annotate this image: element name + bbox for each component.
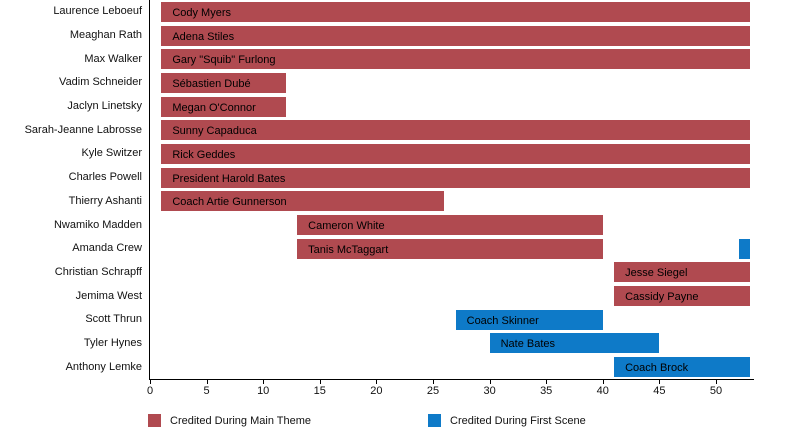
y-axis-label: Jemima West — [75, 289, 142, 302]
x-tick-mark — [716, 380, 717, 384]
bar-main_theme: Megan O'Connor — [161, 96, 286, 117]
bar-label: Megan O'Connor — [172, 101, 256, 114]
x-tick-mark — [433, 380, 434, 384]
bar-main_theme: Cassidy Payne — [614, 286, 750, 307]
y-axis-label: Kyle Switzer — [81, 147, 142, 160]
x-tick-label: 0 — [146, 385, 154, 397]
bar-main_theme: Adena Stiles — [161, 25, 750, 46]
y-axis-label: Scott Thrun — [85, 313, 142, 326]
y-axis-label: Max Walker — [84, 52, 142, 65]
x-tick-mark — [659, 380, 661, 384]
x-tick-mark — [602, 380, 604, 384]
bar-first_scene: Nate Bates — [489, 333, 660, 354]
y-axis-label: Meaghan Rath — [69, 29, 142, 42]
x-tick-label: 45 — [653, 385, 666, 397]
bar-label: Sunny Capaduca — [172, 125, 257, 138]
bar-main_theme: Jesse Siegel — [614, 262, 750, 283]
x-tick-label: 15 — [313, 385, 326, 397]
bar-first_scene — [738, 238, 750, 259]
y-axis-label: Vadim Schneider — [59, 76, 142, 89]
x-tick-label: 5 — [203, 385, 210, 397]
y-axis-label: Thierry Ashanti — [68, 194, 142, 207]
bar-main_theme: Gary "Squib" Furlong — [161, 49, 750, 70]
bar-first_scene: Coach Skinner — [455, 309, 603, 330]
bar-first_scene: Coach Brock — [614, 357, 750, 378]
bar-label: Cody Myers — [172, 6, 231, 19]
bar-label: Adena Stiles — [172, 30, 235, 43]
bar-label: Jesse Siegel — [625, 267, 688, 280]
y-axis-label: Charles Powell — [68, 171, 142, 184]
y-axis-label: Christian Schrapff — [54, 265, 142, 278]
y-axis-label: Jaclyn Linetsky — [67, 100, 142, 113]
x-tick-mark — [489, 380, 491, 384]
x-tick-mark — [206, 380, 208, 384]
bar-label: Coach Skinner — [466, 314, 539, 327]
y-axis-label: Laurence Leboeuf — [53, 5, 142, 18]
x-tick-mark — [319, 380, 321, 384]
bar-label: Gary "Squib" Furlong — [172, 54, 276, 67]
x-tick-label: 20 — [370, 385, 383, 397]
y-axis-label: Tyler Hynes — [83, 336, 142, 349]
bar-main_theme: Tanis McTaggart — [297, 238, 603, 259]
x-tick-label: 10 — [257, 385, 270, 397]
x-tick-mark — [150, 380, 151, 384]
bar-main_theme: Coach Artie Gunnerson — [161, 191, 445, 212]
legend-label-first_scene: Credited During First Scene — [450, 414, 586, 427]
bar-label: Coach Brock — [625, 362, 689, 375]
x-tick-mark — [263, 380, 265, 384]
bar-label: Sébastien Dubé — [172, 77, 251, 90]
legend-label-main_theme: Credited During Main Theme — [170, 414, 312, 427]
bar-label: Tanis McTaggart — [308, 243, 389, 256]
legend-item-main_theme: Credited During Main Theme — [148, 413, 311, 428]
bar-main_theme: President Harold Bates — [161, 167, 750, 188]
legend-swatch-main_theme — [148, 414, 161, 427]
bar-main_theme: Rick Geddes — [161, 143, 750, 164]
x-tick-label: 40 — [596, 385, 609, 397]
x-tick-label: 25 — [426, 385, 440, 397]
y-axis-label: Sarah-Jeanne Labrosse — [24, 123, 142, 136]
bar-main_theme: Cameron White — [297, 215, 603, 236]
bar-label: Rick Geddes — [172, 148, 236, 161]
x-tick-label: 35 — [540, 385, 553, 397]
x-tick-mark — [546, 380, 548, 384]
x-tick-label: 30 — [483, 385, 496, 397]
plot-area: Cody Myers Adena Stiles Gary "Squib" Furlo… — [149, 0, 754, 380]
legend-swatch-first_scene — [428, 414, 441, 427]
legend-item-first_scene: Credited During First Scene — [428, 413, 586, 428]
bar-label: Coach Artie Gunnerson — [172, 196, 287, 209]
bar-label: President Harold Bates — [172, 172, 286, 185]
y-axis-label: Anthony Lemke — [65, 360, 142, 373]
bar-label: Cassidy Payne — [625, 291, 699, 304]
bar-label: Nate Bates — [500, 338, 556, 351]
y-axis-label: Nwamiko Madden — [53, 218, 142, 231]
bar-main_theme: Sébastien Dubé — [161, 72, 286, 93]
x-tick-label: 50 — [709, 385, 723, 397]
y-axis-label: Amanda Crew — [72, 242, 142, 255]
bar-main_theme: Sunny Capaduca — [161, 120, 750, 141]
bar-main_theme: Cody Myers — [161, 1, 750, 22]
x-tick-mark — [376, 380, 378, 384]
bar-label: Cameron White — [308, 220, 385, 233]
